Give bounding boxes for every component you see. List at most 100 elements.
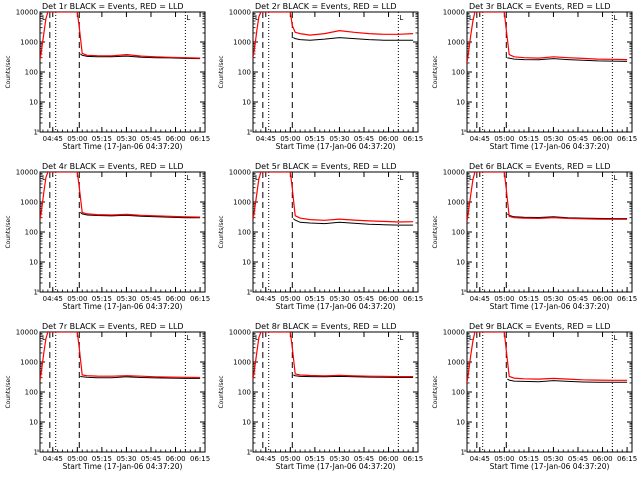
- marker-label: L: [255, 334, 259, 342]
- series-group: [467, 172, 628, 222]
- chart-title: Det 8r BLACK = Events, RED = LLD: [255, 322, 397, 331]
- marker-label: L: [255, 174, 259, 182]
- chart-panel-6: Det 6r BLACK = Events, RED = LLD 1 10 100 10…: [432, 162, 637, 311]
- series-line-lld: [40, 12, 201, 61]
- x-axis-label: Start Time (17-Jan-06 04:37:20): [276, 462, 396, 471]
- x-tick-label: 06:15: [617, 135, 637, 143]
- series-line-events: [79, 212, 201, 219]
- series-group: [467, 12, 628, 64]
- y-tick-label: 10000: [443, 9, 465, 17]
- y-tick-label: 1000: [20, 39, 38, 47]
- x-tick-label: 06:00: [592, 455, 612, 463]
- x-tick-label: 05:00: [67, 135, 87, 143]
- y-tick-label: 10: [456, 259, 465, 267]
- series-group: [253, 172, 414, 226]
- x-tick-label: 06:15: [617, 295, 637, 303]
- x-tick-label: 06:15: [190, 135, 210, 143]
- x-tick-label: 06:00: [592, 295, 612, 303]
- x-tick-label: 05:30: [543, 295, 563, 303]
- series-line-lld: [253, 12, 414, 58]
- marker-label: L: [42, 14, 46, 22]
- y-tick-label: 10000: [443, 329, 465, 337]
- series-line-lld: [40, 332, 201, 382]
- y-tick-label: 1: [247, 129, 251, 137]
- series-group: [253, 332, 414, 381]
- chart-title: Det 5r BLACK = Events, RED = LLD: [255, 162, 397, 171]
- x-axis-label: Start Time (17-Jan-06 04:37:20): [490, 462, 610, 471]
- x-tick-label: 04:45: [256, 295, 276, 303]
- x-tick-label: 05:45: [141, 295, 161, 303]
- x-tick-label: 05:15: [519, 135, 539, 143]
- x-tick-label: 05:15: [92, 135, 112, 143]
- series-line-lld: [467, 332, 628, 384]
- y-axis-label: Counts/sec: [5, 215, 12, 248]
- y-tick-label: 100: [452, 69, 465, 77]
- x-tick-label: 06:15: [403, 455, 423, 463]
- x-tick-label: 04:45: [470, 455, 490, 463]
- x-tick-label: 06:15: [403, 295, 423, 303]
- y-tick-label: 10: [456, 419, 465, 427]
- y-tick-label: 1: [461, 449, 465, 457]
- series-line-lld: [253, 172, 414, 223]
- x-tick-label: 06:15: [190, 295, 210, 303]
- x-tick-label: 05:30: [329, 455, 349, 463]
- x-tick-label: 05:45: [354, 295, 374, 303]
- x-tick-label: 05:15: [305, 295, 325, 303]
- marker-label: L: [186, 14, 190, 22]
- x-tick-label: 05:00: [280, 295, 300, 303]
- x-tick-label: 06:15: [403, 135, 423, 143]
- y-tick-label: 10000: [229, 169, 251, 177]
- series-line-events: [507, 378, 628, 383]
- series-line-events: [507, 213, 628, 220]
- y-axis-label: Counts/sec: [432, 375, 439, 408]
- marker-label: L: [399, 334, 403, 342]
- y-tick-label: 1: [247, 289, 251, 297]
- marker-label: L: [42, 334, 46, 342]
- y-tick-label: 10: [29, 99, 38, 107]
- x-tick-label: 05:00: [67, 295, 87, 303]
- plot-frame: [466, 331, 633, 453]
- y-tick-label: 1: [247, 449, 251, 457]
- chart-panel-7: Det 7r BLACK = Events, RED = LLD 1 10 100 10…: [5, 322, 210, 471]
- marker-label: L: [469, 334, 473, 342]
- y-tick-label: 1000: [447, 199, 465, 207]
- marker-label: L: [399, 174, 403, 182]
- y-tick-label: 100: [238, 389, 251, 397]
- series-line-lld: [467, 12, 628, 64]
- chart-title: Det 9r BLACK = Events, RED = LLD: [469, 322, 611, 331]
- y-tick-label: 1000: [20, 359, 38, 367]
- y-tick-label: 100: [238, 69, 251, 77]
- marker-label: L: [42, 174, 46, 182]
- chart-title: Det 4r BLACK = Events, RED = LLD: [42, 162, 184, 171]
- x-tick-label: 05:30: [116, 295, 136, 303]
- y-tick-label: 1000: [233, 199, 251, 207]
- series-group: [253, 12, 414, 58]
- series-group: [40, 172, 201, 221]
- y-tick-label: 1000: [233, 39, 251, 47]
- x-tick-label: 04:45: [256, 135, 276, 143]
- y-tick-label: 10: [29, 419, 38, 427]
- marker-label: L: [469, 174, 473, 182]
- x-tick-label: 05:45: [568, 135, 588, 143]
- y-tick-label: 100: [238, 229, 251, 237]
- y-tick-label: 1: [34, 289, 38, 297]
- x-axis-label: Start Time (17-Jan-06 04:37:20): [276, 302, 396, 311]
- y-tick-label: 10000: [229, 9, 251, 17]
- y-axis-label: Counts/sec: [218, 55, 225, 88]
- y-axis-label: Counts/sec: [432, 215, 439, 248]
- x-tick-label: 05:00: [494, 135, 514, 143]
- y-tick-label: 100: [25, 229, 38, 237]
- chart-title: Det 7r BLACK = Events, RED = LLD: [42, 322, 184, 331]
- y-tick-label: 10000: [16, 9, 38, 17]
- x-tick-label: 05:00: [494, 455, 514, 463]
- x-tick-label: 05:30: [116, 135, 136, 143]
- x-tick-label: 04:45: [470, 135, 490, 143]
- chart-title: Det 1r BLACK = Events, RED = LLD: [42, 2, 184, 11]
- series-group: [467, 332, 628, 384]
- series-line-events: [293, 37, 414, 41]
- x-tick-label: 06:00: [165, 135, 185, 143]
- x-tick-label: 05:30: [116, 455, 136, 463]
- plot-frame: [39, 11, 206, 133]
- x-tick-label: 05:30: [543, 135, 563, 143]
- series-group: [40, 12, 201, 61]
